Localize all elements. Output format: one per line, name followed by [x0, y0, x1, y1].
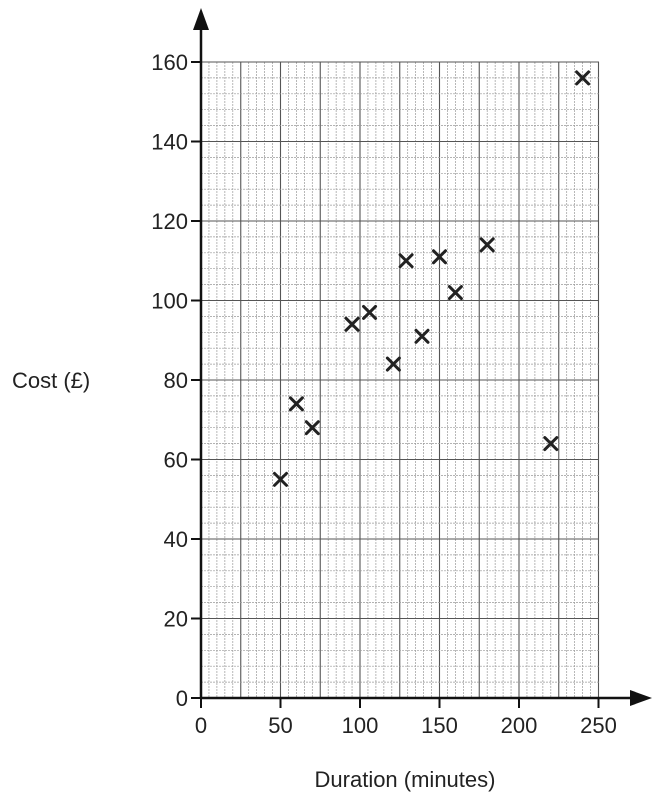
data-point-marker	[344, 316, 360, 332]
data-point-marker	[273, 471, 288, 487]
x-tick-label: 100	[342, 713, 379, 738]
y-tick-label: 40	[164, 527, 188, 552]
x-tick-label: 0	[195, 713, 207, 738]
y-tick-label: 100	[151, 289, 188, 314]
data-point-marker	[304, 420, 320, 436]
data-point	[447, 285, 463, 301]
x-tick-label: 150	[421, 713, 458, 738]
x-tick-label: 250	[580, 713, 617, 738]
data-point	[479, 237, 495, 253]
y-tick-label: 160	[151, 50, 188, 75]
y-axis-arrow	[193, 8, 209, 30]
y-tick-label: 60	[164, 448, 188, 473]
data-point-marker	[447, 285, 463, 301]
data-point	[362, 304, 378, 320]
data-point-marker	[543, 436, 559, 452]
data-point-marker	[575, 70, 591, 86]
y-tick-label: 140	[151, 130, 188, 155]
data-point	[385, 356, 401, 372]
y-axis-label: Cost (£)	[12, 368, 90, 393]
ticks: 0 20 40 60 80 100 120 140 160 0 50 100 150 200 250	[151, 50, 617, 738]
data-point	[432, 249, 447, 265]
x-tick-label: 50	[268, 713, 292, 738]
data-point-marker	[288, 396, 304, 412]
data-point	[575, 70, 591, 86]
data-point	[398, 253, 414, 269]
data-point-marker	[414, 328, 430, 344]
data-point	[304, 420, 320, 436]
data-point-marker	[385, 356, 401, 372]
data-points	[273, 70, 591, 487]
grid	[201, 61, 600, 698]
y-tick-label: 80	[164, 368, 188, 393]
data-point	[273, 471, 288, 487]
data-point-marker	[398, 253, 414, 269]
y-tick-label: 120	[151, 209, 188, 234]
data-point	[543, 436, 559, 452]
data-point	[344, 316, 360, 332]
x-tick-label: 200	[501, 713, 538, 738]
data-point-marker	[362, 304, 378, 320]
y-tick-label: 0	[176, 686, 188, 711]
data-point-marker	[479, 237, 495, 253]
data-point	[414, 328, 430, 344]
x-axis-arrow	[630, 690, 652, 706]
data-point-marker	[432, 249, 447, 265]
x-axis-label: Duration (minutes)	[315, 767, 496, 792]
data-point	[288, 396, 304, 412]
axes	[193, 8, 652, 706]
y-tick-label: 20	[164, 607, 188, 632]
